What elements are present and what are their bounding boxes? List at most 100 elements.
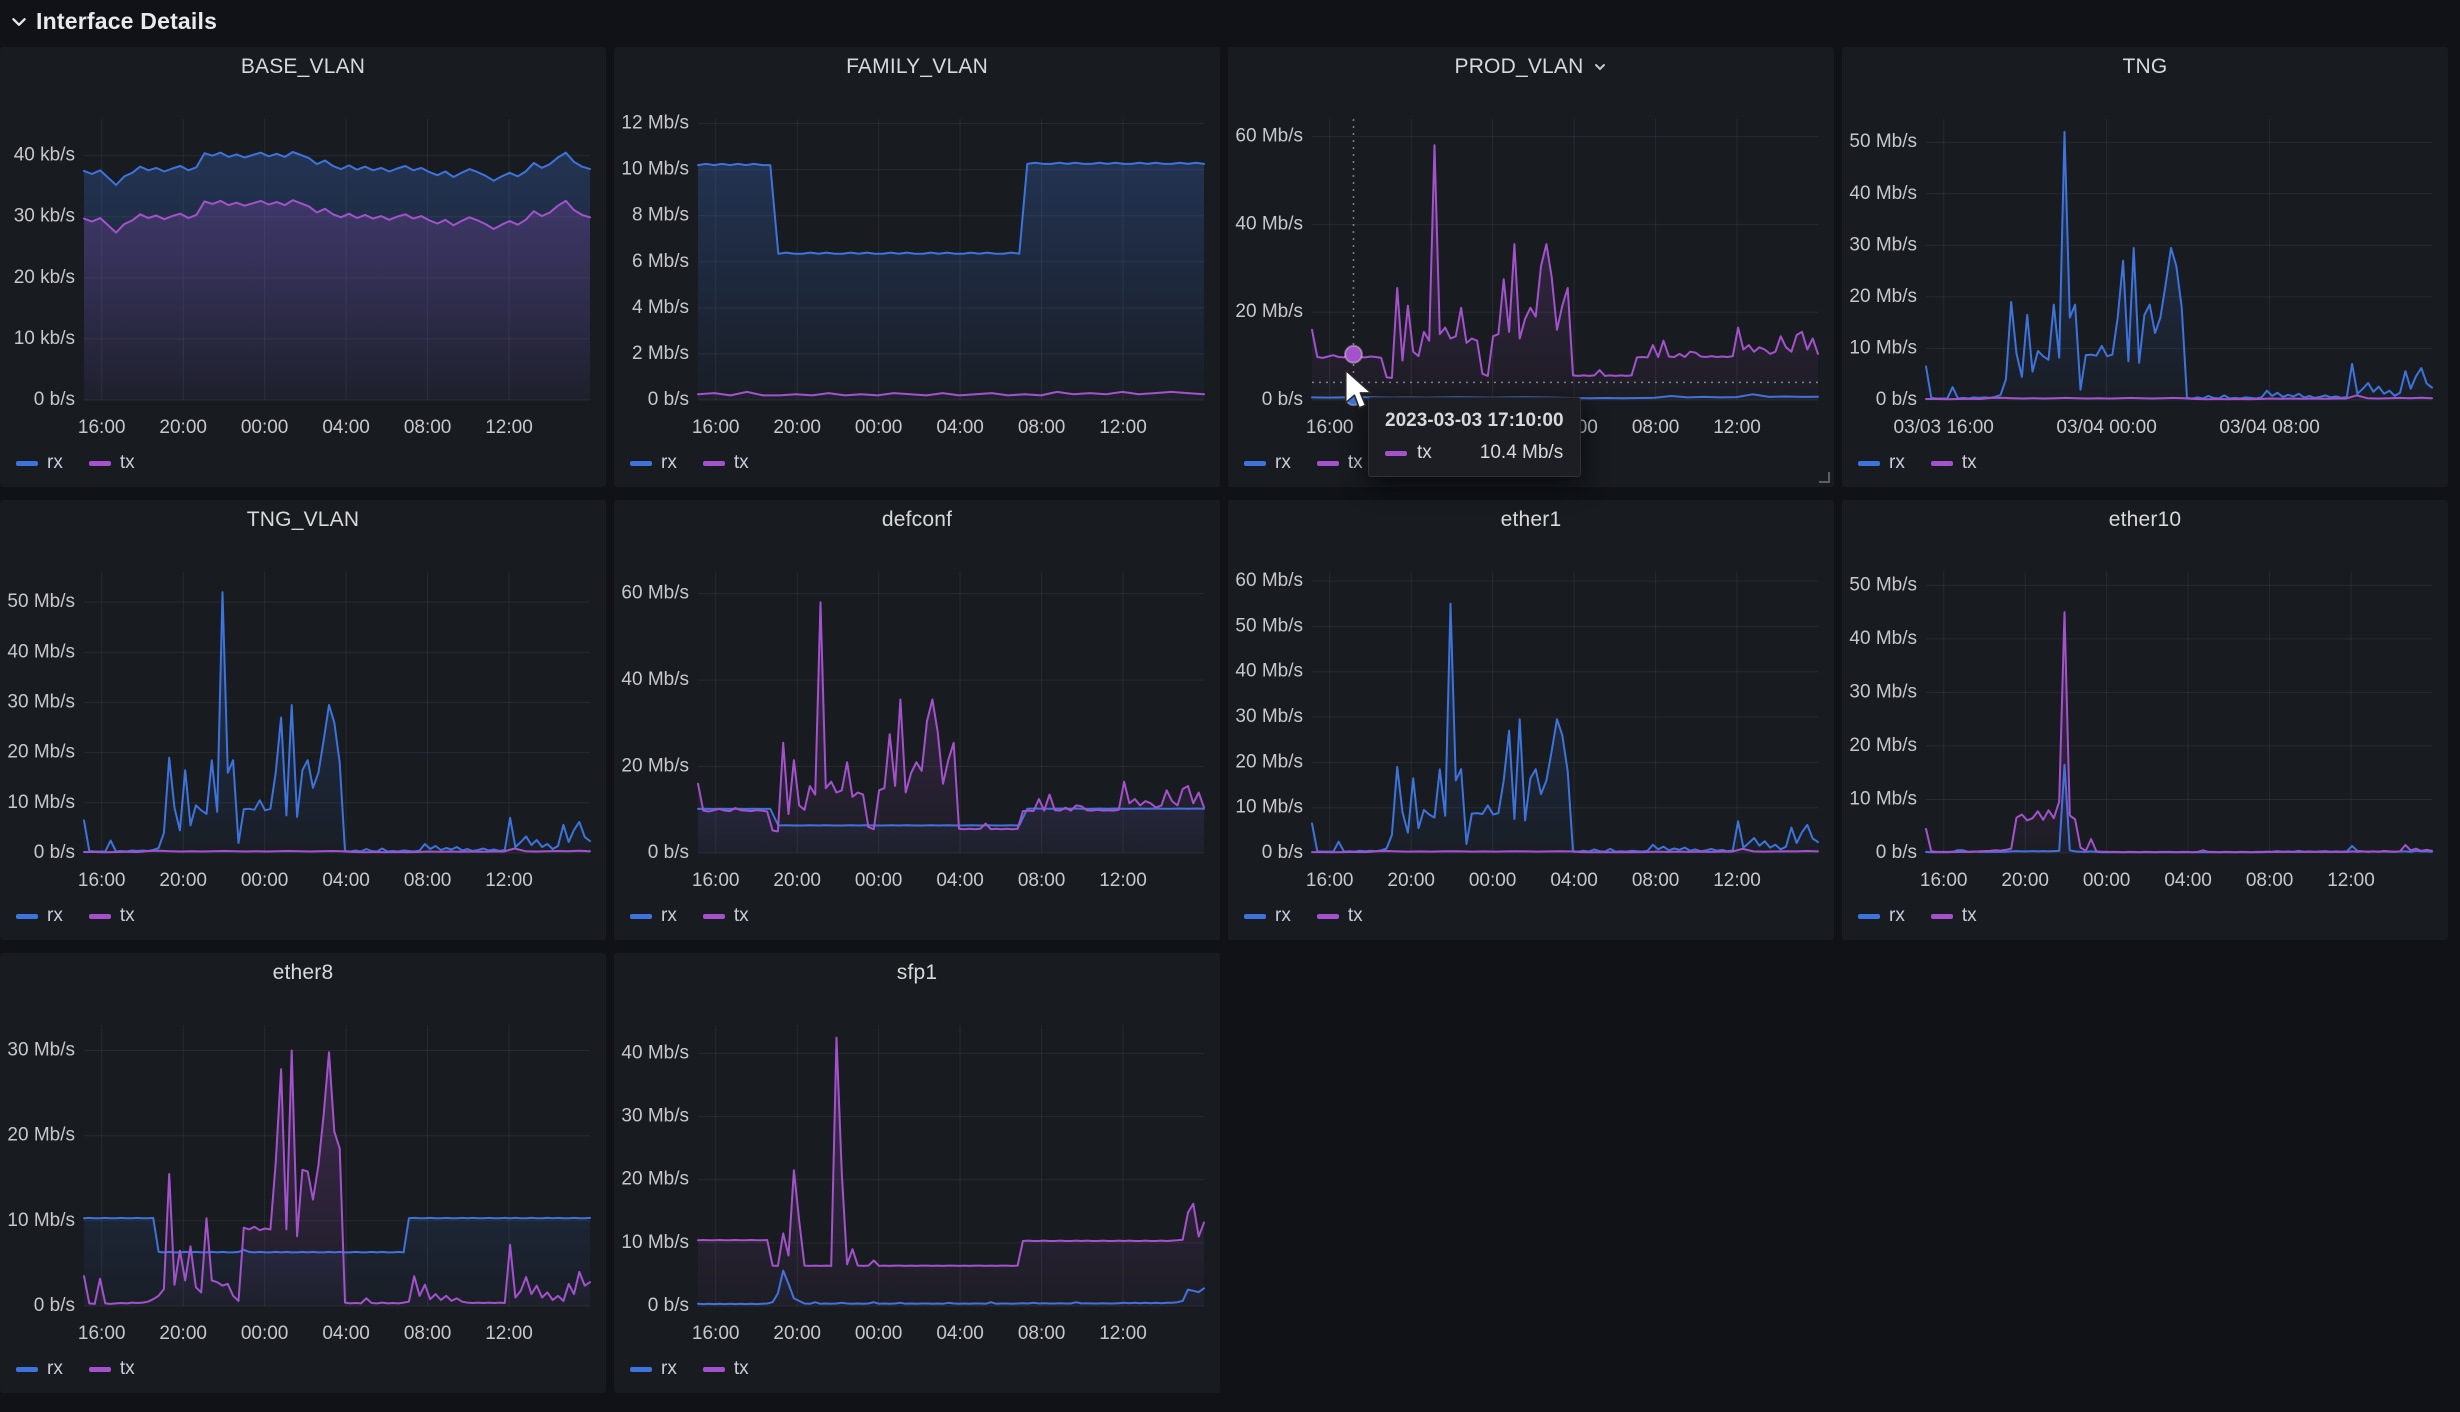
series-line-rx: [697, 161, 1205, 255]
panel-ether1: ether1 0 b/s 10 Mb/s 20 Mb/s 30 Mb/s 40 Mb/s 5…: [1228, 500, 1834, 940]
series-area-tx: [84, 200, 590, 400]
panel-title[interactable]: TNG: [2122, 55, 2168, 78]
legend-item-rx[interactable]: rx: [16, 452, 63, 474]
legend-item-tx[interactable]: tx: [88, 1358, 135, 1380]
panel-menu-chevron-icon[interactable]: [1592, 59, 1608, 75]
panel-title[interactable]: PROD_VLAN: [1454, 55, 1584, 78]
x-axis-tick-label: 20:00: [773, 1323, 821, 1344]
y-axis-tick-label: 30 kb/s: [14, 206, 75, 227]
x-axis-tick-label: 16:00: [1306, 417, 1354, 438]
legend-item-rx[interactable]: rx: [16, 1358, 63, 1380]
legend-item-tx[interactable]: tx: [1316, 452, 1363, 474]
y-axis-tick-label: 0 b/s: [34, 842, 75, 863]
y-axis-tick-label: 10 Mb/s: [1849, 789, 1917, 810]
legend-item-rx[interactable]: rx: [630, 452, 677, 474]
x-axis-tick-label: 08:00: [2246, 870, 2294, 891]
legend-item-tx[interactable]: tx: [88, 452, 135, 474]
time-series-chart-FAMILY_VLAN[interactable]: 0 b/s 2 Mb/s 4 Mb/s 6 Mb/s 8 Mb/s 10 Mb/s 12 M…: [614, 87, 1220, 439]
legend-swatch-rx: [1244, 913, 1266, 919]
time-series-chart-sfp1[interactable]: 0 b/s 10 Mb/s 20 Mb/s 30 Mb/s 40 Mb/s 16:00 20…: [614, 993, 1220, 1345]
legend-item-tx[interactable]: tx: [88, 905, 135, 927]
legend-swatch-rx: [16, 460, 38, 466]
legend-item-tx[interactable]: tx: [702, 452, 749, 474]
hover-marker-tx: [1344, 344, 1363, 364]
legend: rx tx: [16, 452, 135, 474]
y-axis-tick-label: 0 b/s: [1262, 389, 1303, 410]
legend-item-tx[interactable]: tx: [702, 905, 749, 927]
x-axis-tick-label: 08:00: [404, 417, 452, 438]
y-axis-tick-label: 0 b/s: [1876, 842, 1917, 863]
legend-label-tx: tx: [1961, 452, 1977, 473]
legend-item-tx[interactable]: tx: [1316, 905, 1363, 927]
panel-title[interactable]: ether8: [272, 961, 334, 984]
time-series-chart-ether10[interactable]: 0 b/s 10 Mb/s 20 Mb/s 30 Mb/s 40 Mb/s 50 Mb/s…: [1842, 540, 2448, 892]
time-series-chart-TNG[interactable]: 0 b/s 10 Mb/s 20 Mb/s 30 Mb/s 40 Mb/s 50 Mb/s…: [1842, 87, 2448, 439]
series-line-tx: [83, 1049, 591, 1305]
series-area-rx: [698, 162, 1204, 400]
x-axis-tick-label: 08:00: [1018, 870, 1066, 891]
panel-header: ether10: [1842, 500, 2448, 540]
legend: rx tx: [1244, 452, 1363, 474]
section-header-row: Interface Details: [0, 0, 2460, 47]
time-series-chart-ether8[interactable]: 0 b/s 10 Mb/s 20 Mb/s 30 Mb/s 16:00 20:00 00:0…: [0, 993, 606, 1345]
legend: rx tx: [630, 1358, 749, 1380]
x-axis-tick-label: 16:00: [692, 417, 740, 438]
legend-item-rx[interactable]: rx: [630, 1358, 677, 1380]
series-line-tx: [83, 847, 591, 854]
time-series-chart-BASE_VLAN[interactable]: 0 b/s 10 kb/s 20 kb/s 30 kb/s 40 kb/s 16:00 20…: [0, 87, 606, 439]
panel-title[interactable]: BASE_VLAN: [240, 55, 366, 78]
legend-swatch-rx: [630, 460, 652, 466]
series-line-rx: [83, 591, 591, 853]
legend-swatch-tx: [702, 913, 725, 919]
section-collapse-toggle[interactable]: Interface Details: [8, 8, 217, 35]
time-series-chart-TNG_VLAN[interactable]: 0 b/s 10 Mb/s 20 Mb/s 30 Mb/s 40 Mb/s 50 Mb/s…: [0, 540, 606, 892]
y-axis-tick-label: 20 Mb/s: [621, 1169, 689, 1190]
y-axis-tick-label: 0 b/s: [1876, 389, 1917, 410]
panel-header: ether8: [0, 953, 606, 993]
time-series-chart-defconf[interactable]: 0 b/s 20 Mb/s 40 Mb/s 60 Mb/s 16:00 20:00 00:0…: [614, 540, 1220, 892]
x-axis-tick-label: 03/04 00:00: [2056, 417, 2156, 438]
legend-label-rx: rx: [1275, 905, 1291, 926]
legend-item-tx[interactable]: tx: [1930, 905, 1977, 927]
panel-resize-handle[interactable]: [1819, 472, 1830, 483]
legend-label-tx: tx: [119, 905, 135, 926]
legend-item-rx[interactable]: rx: [1244, 905, 1291, 927]
panel-title[interactable]: ether1: [1500, 508, 1562, 531]
time-series-chart-ether1[interactable]: 0 b/s 10 Mb/s 20 Mb/s 30 Mb/s 40 Mb/s 50 Mb/s…: [1228, 540, 1834, 892]
x-axis-tick-label: 16:00: [78, 1323, 126, 1344]
legend-item-tx[interactable]: tx: [1930, 452, 1977, 474]
legend-label-rx: rx: [661, 1358, 677, 1379]
y-axis-tick-label: 12 Mb/s: [621, 113, 689, 134]
hover-tooltip: 2023-03-03 17:10:00 tx 10.4 Mb/s: [1368, 397, 1581, 477]
y-axis-tick-label: 20 Mb/s: [1849, 286, 1917, 307]
legend-item-rx[interactable]: rx: [1858, 452, 1905, 474]
y-axis-tick-label: 30 Mb/s: [7, 692, 75, 713]
y-axis-tick-label: 20 Mb/s: [7, 1125, 75, 1146]
legend-item-tx[interactable]: tx: [702, 1358, 749, 1380]
panel-title[interactable]: FAMILY_VLAN: [846, 55, 988, 78]
y-axis-tick-label: 40 Mb/s: [7, 641, 75, 662]
x-axis-tick-label: 08:00: [1018, 1323, 1066, 1344]
panel-title[interactable]: ether10: [2108, 508, 2182, 531]
panel-title[interactable]: sfp1: [896, 961, 938, 984]
x-axis-tick-label: 20:00: [159, 417, 207, 438]
hover-marker-rx: [1345, 389, 1362, 407]
legend-item-rx[interactable]: rx: [1244, 452, 1291, 474]
legend-label-tx: tx: [1347, 905, 1363, 926]
panel-ether8: ether8 0 b/s 10 Mb/s 20 Mb/s 30 Mb/s 16:00 20:…: [0, 953, 606, 1393]
legend: rx tx: [630, 452, 749, 474]
panel-PROD_VLAN: PROD_VLAN 0 b/s 20 Mb/s 40 Mb/s 60 Mb/s 16:00…: [1228, 47, 1834, 487]
panel-title[interactable]: TNG_VLAN: [246, 508, 360, 531]
series-line-rx: [1311, 602, 1819, 853]
legend-item-rx[interactable]: rx: [630, 905, 677, 927]
legend-item-rx[interactable]: rx: [1858, 905, 1905, 927]
x-axis-tick-label: 04:00: [936, 870, 984, 891]
legend-item-rx[interactable]: rx: [16, 905, 63, 927]
series-line-tx: [1925, 394, 2433, 401]
series-area-tx: [698, 602, 1204, 853]
y-axis-tick-label: 20 Mb/s: [621, 756, 689, 777]
series-area-tx: [1926, 612, 2432, 853]
time-series-chart-PROD_VLAN[interactable]: 0 b/s20 Mb/s40 Mb/s60 Mb/s16:0020:0000:0…: [1228, 87, 1834, 439]
x-axis-tick-label: 20:00: [773, 870, 821, 891]
panel-title[interactable]: defconf: [881, 508, 953, 531]
